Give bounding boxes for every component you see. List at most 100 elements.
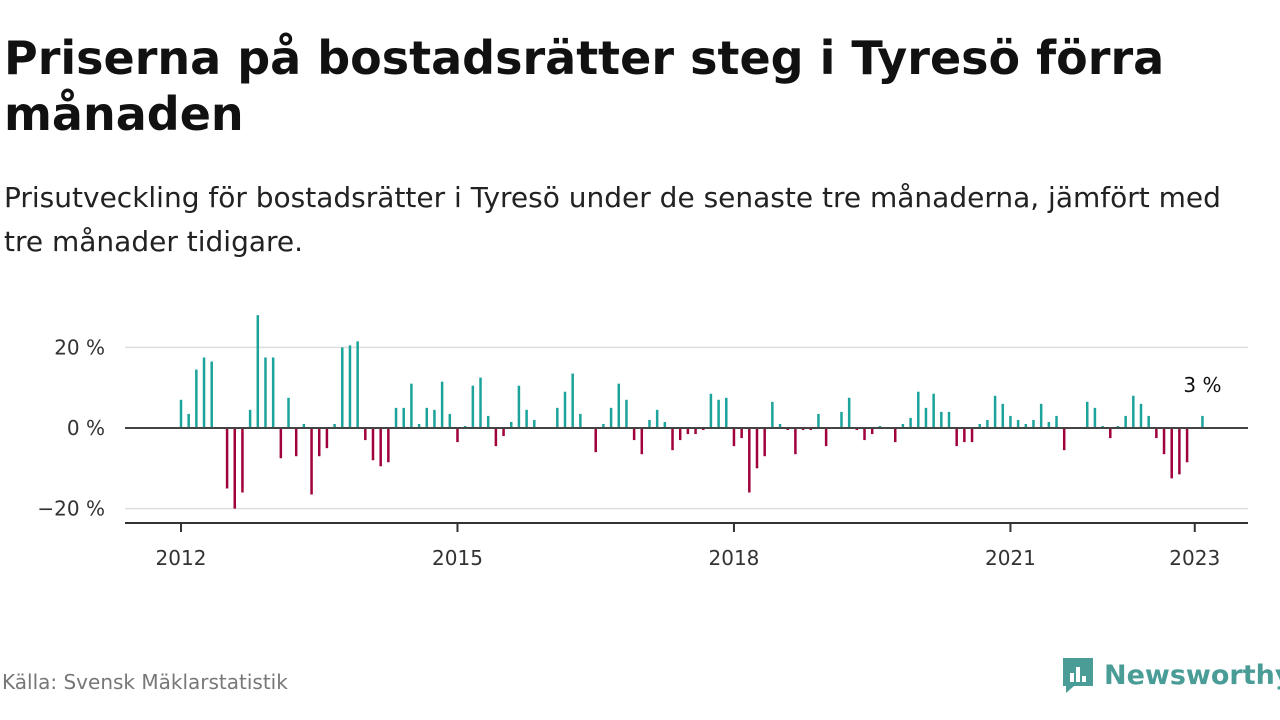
bar (1032, 419, 1035, 428)
bar (486, 415, 490, 428)
bar (225, 428, 229, 489)
bar (433, 409, 436, 428)
bar (701, 428, 705, 431)
bar (471, 385, 475, 428)
bar (210, 361, 213, 428)
y-tick-label: −20 % (37, 497, 105, 521)
bar (993, 395, 997, 428)
bar (502, 428, 505, 437)
bar (356, 341, 359, 428)
bar (1009, 415, 1012, 428)
bar (1147, 415, 1150, 428)
axes: 20 % 0 % −20 % 2012 2015 2018 2021 2023 3 % (37, 335, 1248, 570)
bar (517, 385, 521, 428)
bar (801, 428, 805, 431)
bar (1201, 415, 1204, 428)
bar (1101, 425, 1104, 428)
bar (878, 425, 882, 428)
chart-title: Priserna på bostadsrätter steg i Tyresö … (4, 31, 1165, 141)
x-tick-label: 2023 (1169, 546, 1220, 570)
bar (602, 423, 605, 428)
bar (394, 407, 398, 428)
bar (970, 428, 974, 443)
bar (556, 407, 559, 428)
bar (847, 397, 851, 428)
bar (509, 421, 513, 428)
bar (195, 369, 198, 428)
bar (717, 399, 720, 428)
bar (1132, 395, 1135, 428)
bar (187, 413, 190, 428)
bar (1155, 428, 1158, 439)
bar (317, 428, 321, 457)
bar (417, 423, 421, 428)
bar (609, 407, 613, 428)
bar (571, 373, 574, 428)
bar (963, 428, 966, 443)
bar (648, 419, 651, 428)
bar (978, 423, 981, 428)
bar (748, 428, 751, 493)
bar (1170, 428, 1173, 479)
bar (1055, 415, 1058, 428)
bar (909, 417, 912, 428)
bar (1085, 401, 1089, 428)
bar (986, 419, 989, 428)
bar (663, 421, 667, 428)
bar (233, 428, 237, 509)
bar (924, 407, 928, 428)
bar (863, 428, 866, 441)
bar (264, 357, 267, 428)
bar (594, 428, 597, 453)
bar (755, 428, 759, 469)
bar (410, 383, 413, 428)
bar (709, 393, 713, 428)
y-tick-label: 0 % (67, 416, 105, 440)
bar (1185, 428, 1189, 463)
bars (179, 315, 1204, 509)
y-tick-label: 20 % (54, 335, 105, 359)
bar (809, 428, 813, 431)
bar (371, 428, 375, 461)
bar (794, 428, 797, 455)
bar (533, 419, 536, 428)
bar (256, 315, 260, 428)
bar (625, 399, 628, 428)
bar (870, 428, 874, 435)
bar (1139, 403, 1143, 428)
bar (1116, 425, 1120, 428)
bar (640, 428, 644, 455)
bar (817, 413, 820, 428)
x-tick-label: 2015 (432, 546, 483, 570)
bar (917, 391, 920, 428)
bar (617, 383, 621, 428)
bar (271, 357, 275, 428)
bar (379, 428, 382, 467)
bar (655, 409, 659, 428)
bar (740, 428, 743, 439)
bar (448, 413, 452, 428)
bar (333, 423, 336, 428)
bar (855, 428, 859, 431)
bar (901, 423, 905, 428)
bar (463, 425, 467, 428)
bar (310, 428, 313, 495)
bar (456, 428, 459, 443)
bar (632, 428, 636, 441)
bar (786, 428, 789, 431)
bar (671, 428, 674, 451)
bar (440, 381, 444, 428)
bar (525, 409, 528, 428)
x-tick-label: 2018 (709, 546, 760, 570)
bar (364, 428, 367, 441)
bar (241, 428, 244, 493)
last-value-label: 3 % (1183, 373, 1221, 397)
bar (686, 428, 690, 435)
bar (1016, 419, 1020, 428)
source-note: Källa: Svensk Mäklarstatistik (2, 670, 288, 694)
bar (1162, 428, 1166, 455)
bar (947, 411, 951, 428)
bar (302, 423, 306, 428)
bar (294, 428, 298, 457)
bar (1109, 428, 1112, 439)
